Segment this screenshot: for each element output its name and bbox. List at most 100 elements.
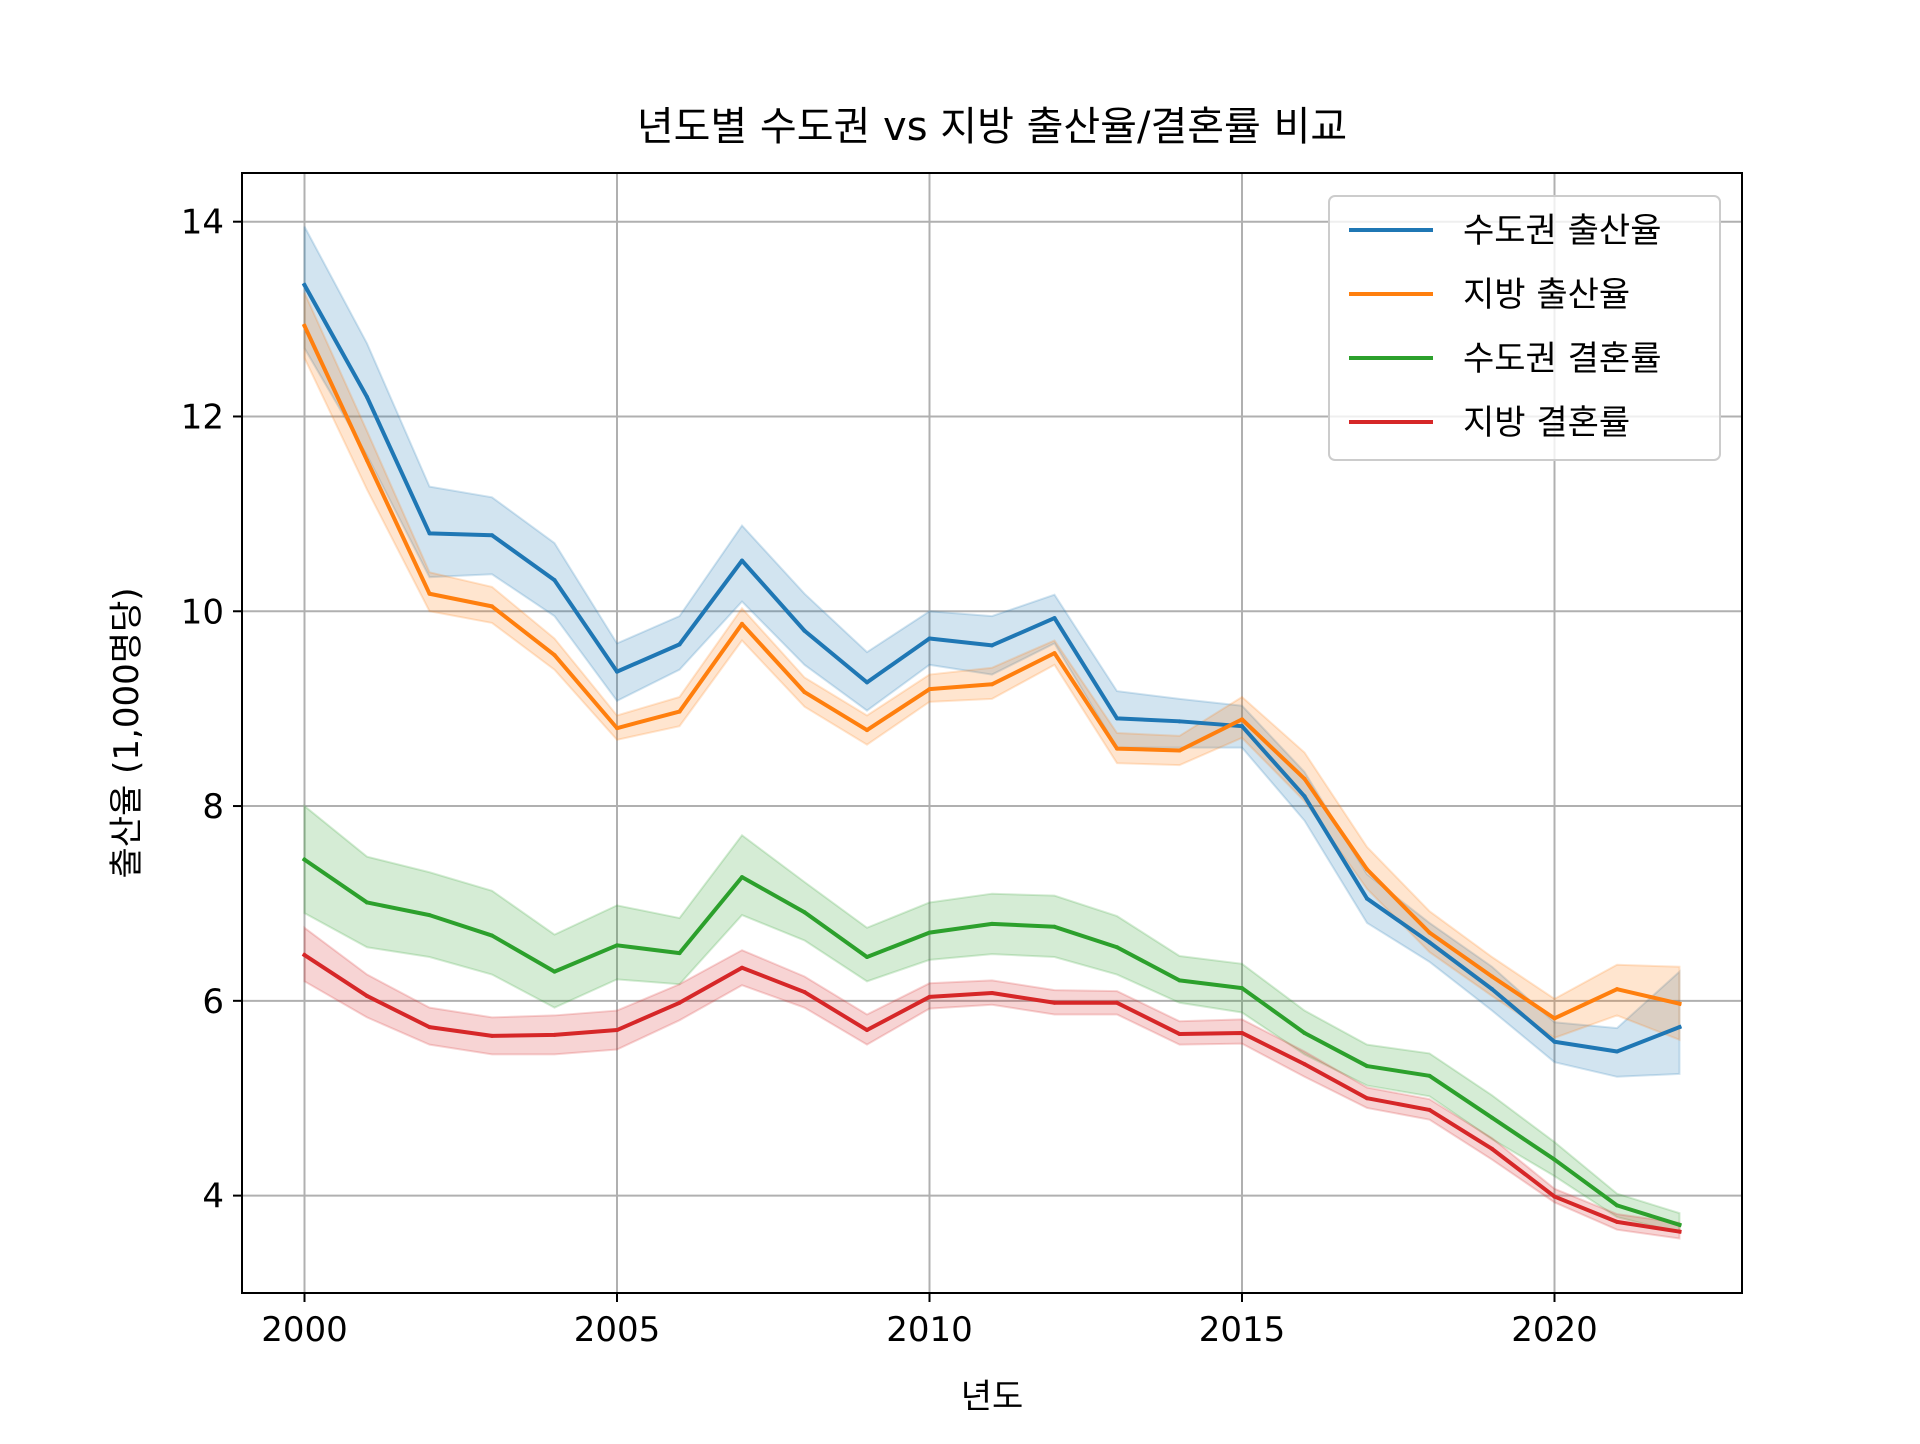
data-point <box>927 636 932 641</box>
data-point <box>1677 1001 1682 1006</box>
data-point <box>490 533 494 538</box>
data-point <box>740 558 744 563</box>
data-point <box>490 604 494 609</box>
data-point <box>365 900 369 905</box>
data-point <box>1052 651 1057 656</box>
data-point <box>740 965 744 970</box>
y-tick-label: 12 <box>181 397 224 437</box>
data-point <box>990 682 994 687</box>
data-point <box>552 1032 557 1037</box>
data-point <box>1302 776 1307 781</box>
y-tick-label: 10 <box>181 592 224 632</box>
data-point <box>1490 987 1494 992</box>
data-point <box>1615 1219 1619 1224</box>
data-point <box>677 951 682 956</box>
data-point <box>552 969 557 974</box>
data-point <box>365 395 369 399</box>
data-point <box>1427 1107 1432 1112</box>
data-point <box>1115 716 1119 721</box>
data-point <box>427 531 432 536</box>
data-point <box>1052 616 1057 621</box>
data-point <box>677 709 682 714</box>
confidence-band <box>303 925 1681 1240</box>
data-point <box>365 993 369 998</box>
data-point <box>990 921 994 926</box>
y-tick-label: 14 <box>181 203 224 243</box>
data-point <box>1615 1203 1619 1208</box>
data-point <box>1115 746 1119 751</box>
data-point <box>1615 987 1619 992</box>
data-point <box>1677 1222 1682 1227</box>
data-point <box>865 680 869 685</box>
data-point <box>1552 1157 1557 1162</box>
data-point <box>1302 1030 1307 1035</box>
data-point <box>1177 978 1182 983</box>
x-tick-label: 2000 <box>261 1310 348 1350</box>
data-point <box>865 1028 869 1033</box>
data-point <box>1240 1030 1244 1035</box>
data-point <box>1302 1062 1307 1067</box>
data-point <box>1240 986 1244 991</box>
data-point <box>615 726 619 731</box>
data-point <box>927 687 932 692</box>
data-point <box>677 642 682 647</box>
data-point <box>552 578 557 583</box>
data-point <box>1490 1115 1494 1120</box>
axis-ticks: 2000 2005 2010 2015 2020 4 6 8 10 12 14 <box>181 203 1598 1350</box>
data-point <box>1365 867 1369 872</box>
data-point <box>1677 1025 1682 1030</box>
data-point <box>1677 1229 1682 1234</box>
data-point <box>365 458 369 463</box>
data-point <box>427 591 432 596</box>
y-tick-label: 4 <box>202 1177 224 1217</box>
data-point <box>740 875 744 880</box>
data-point <box>302 953 307 958</box>
confidence-band <box>303 292 1681 1042</box>
data-point <box>677 1000 682 1005</box>
data-point <box>1427 940 1432 945</box>
data-point <box>302 323 307 328</box>
x-tick-label: 2005 <box>574 1310 661 1350</box>
plot-frame <box>241 172 1743 1294</box>
data-point <box>927 930 932 935</box>
data-point <box>1365 1096 1369 1101</box>
data-point <box>427 913 432 918</box>
data-point <box>990 991 994 996</box>
legend-box <box>1328 195 1721 461</box>
data-point <box>1490 1146 1494 1151</box>
data-point <box>1427 1073 1432 1078</box>
legend-label: 지방 출산율 <box>1463 275 1630 315</box>
data-point <box>1115 945 1119 950</box>
y-tick-label: 6 <box>202 982 224 1022</box>
legend-label: 지방 결혼률 <box>1463 403 1630 443</box>
chart-title: 년도별 수도권 vs 지방 출산율/결혼률 비교 <box>637 104 1347 150</box>
data-point <box>1552 1194 1557 1199</box>
data-point <box>1052 924 1057 929</box>
data-point <box>490 933 494 938</box>
data-point <box>302 283 307 287</box>
data-point <box>1177 1031 1182 1036</box>
data-point <box>1240 724 1244 729</box>
data-point <box>865 955 869 959</box>
legend-label: 수도권 결혼률 <box>1463 339 1662 379</box>
data-point <box>1552 1016 1557 1021</box>
series-lines <box>301 282 1683 1234</box>
y-tick-label: 8 <box>202 787 224 827</box>
data-point <box>427 1025 432 1030</box>
data-point <box>990 643 994 648</box>
data-point <box>615 669 619 674</box>
x-tick-label: 2020 <box>1511 1310 1598 1350</box>
data-point <box>802 990 807 995</box>
data-point <box>802 910 807 915</box>
legend-label: 수도권 출산율 <box>1463 211 1662 251</box>
confidence-band <box>303 226 1681 1078</box>
data-point <box>1177 748 1182 753</box>
data-point <box>1365 896 1369 901</box>
data-point <box>802 690 807 695</box>
data-point <box>1365 1064 1369 1069</box>
data-point <box>1240 717 1244 722</box>
data-point <box>1427 930 1432 935</box>
data-point <box>1052 1000 1057 1005</box>
